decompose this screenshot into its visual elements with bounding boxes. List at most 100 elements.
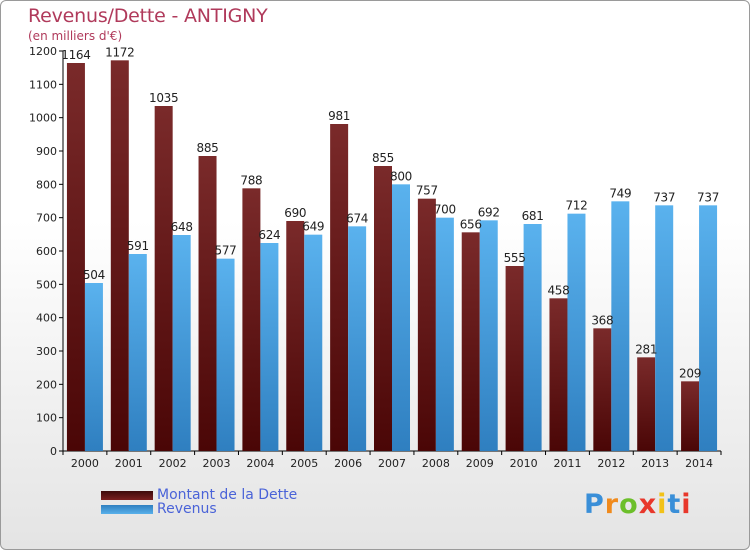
data-label-revenue: 577 — [215, 244, 237, 258]
proxiti-logo: Proxiti — [584, 489, 692, 520]
bar-revenue — [392, 184, 410, 452]
logo-letter: i — [681, 489, 692, 520]
bar-revenue — [128, 254, 147, 451]
bar-revenue — [216, 258, 235, 451]
bar-revenue — [611, 201, 630, 451]
x-tick-label: 2007 — [378, 457, 406, 470]
y-tick-label: 700 — [36, 212, 57, 225]
legend-label-revenue: Revenus — [157, 501, 217, 517]
x-tick-label: 2010 — [510, 457, 538, 470]
y-tick-label: 1100 — [29, 78, 57, 91]
data-label-revenue: 648 — [171, 220, 193, 234]
bar-debt — [198, 156, 217, 451]
bar-debt — [242, 188, 261, 452]
bar-revenue — [304, 234, 323, 451]
y-tick-label: 100 — [36, 412, 57, 425]
bar-debt — [681, 381, 700, 451]
bar-revenue — [260, 243, 279, 451]
data-label-revenue: 674 — [346, 211, 368, 225]
data-label-revenue: 681 — [522, 209, 544, 223]
y-tick-label: 1000 — [29, 112, 57, 125]
data-label-revenue: 692 — [478, 205, 500, 219]
data-label-revenue: 749 — [609, 186, 631, 200]
bar-debt — [461, 232, 480, 451]
x-tick-label: 2008 — [422, 457, 450, 470]
data-label-debt: 981 — [328, 109, 350, 123]
data-label-debt: 1164 — [61, 48, 90, 62]
bar-debt — [66, 63, 85, 451]
bar-debt — [286, 221, 305, 451]
bar-debt — [637, 357, 656, 451]
legend-label-debt: Montant de la Dette — [157, 487, 298, 503]
x-tick-label: 2002 — [159, 457, 187, 470]
x-tick-label: 2011 — [553, 457, 581, 470]
y-tick-label: 400 — [36, 312, 57, 325]
data-label-debt: 656 — [460, 217, 482, 231]
x-tick-label: 2000 — [71, 457, 99, 470]
data-label-debt: 555 — [504, 251, 526, 265]
data-label-debt: 1035 — [149, 91, 178, 105]
y-tick-label: 500 — [36, 278, 57, 291]
y-tick-label: 0 — [50, 445, 57, 458]
y-tick-label: 600 — [36, 245, 57, 258]
logo-letter: t — [667, 489, 682, 520]
legend-item-revenue: Revenus — [101, 501, 217, 517]
x-tick-label: 2014 — [685, 457, 713, 470]
bar-revenue — [655, 205, 674, 451]
bar-revenue — [699, 205, 718, 451]
data-label-debt: 855 — [372, 151, 394, 165]
bar-revenue — [435, 217, 454, 451]
logo-letter: r — [604, 489, 620, 520]
logo-letter: i — [657, 489, 668, 520]
bar-revenue — [84, 283, 103, 451]
x-tick-label: 2013 — [641, 457, 669, 470]
legend-swatch-revenue — [101, 504, 153, 514]
x-tick-label: 2009 — [466, 457, 494, 470]
data-label-debt: 788 — [240, 173, 262, 187]
x-tick-label: 2012 — [597, 457, 625, 470]
chart-subtitle: (en milliers d'€) — [28, 29, 123, 43]
bar-revenue — [567, 213, 586, 451]
data-labels: 1164 1172 1035 885 788 690 981 855 757 656 555 458 3… — [61, 45, 719, 380]
y-tick-label: 1200 — [29, 45, 57, 58]
y-tick-label: 300 — [36, 345, 57, 358]
x-tick-label: 2005 — [290, 457, 318, 470]
y-tick-label: 200 — [36, 378, 57, 391]
data-label-debt: 368 — [591, 313, 613, 327]
data-label-revenue: 737 — [653, 190, 675, 204]
data-label-revenue: 649 — [302, 220, 324, 234]
legend-item-debt: Montant de la Dette — [101, 487, 297, 503]
bar-debt — [593, 328, 612, 451]
legend-swatch-debt — [101, 490, 153, 500]
chart-title: Revenus/Dette - ANTIGNY — [28, 5, 268, 27]
y-tick-label: 900 — [36, 145, 57, 158]
bar-revenue — [523, 224, 542, 451]
data-label-revenue: 624 — [258, 228, 280, 242]
bar-debt — [330, 124, 349, 451]
bar-debt — [417, 198, 436, 451]
data-label-revenue: 737 — [697, 190, 719, 204]
y-axis: 0 100 200 300 400 500 600 700 800 900 1000 1100 1200 — [29, 45, 64, 458]
logo-letter: P — [584, 489, 605, 520]
logo-letter: o — [619, 489, 639, 520]
data-label-debt: 757 — [416, 184, 438, 198]
data-label-revenue: 700 — [434, 203, 456, 217]
data-label-debt: 281 — [635, 342, 657, 356]
bar-revenue — [348, 226, 367, 451]
bar-debt — [154, 106, 173, 451]
data-label-debt: 690 — [284, 206, 306, 220]
x-tick-label: 2006 — [334, 457, 362, 470]
y-tick-label: 800 — [36, 178, 57, 191]
data-label-revenue: 712 — [565, 199, 587, 213]
bar-debt — [549, 298, 568, 451]
data-label-debt: 209 — [679, 366, 701, 380]
data-label-revenue: 800 — [390, 169, 412, 183]
data-label-debt: 458 — [547, 283, 569, 297]
x-tick-label: 2004 — [246, 457, 274, 470]
x-tick-label: 2001 — [115, 457, 143, 470]
bar-debt — [505, 266, 524, 451]
bar-revenue — [479, 220, 498, 451]
bars — [66, 60, 718, 452]
